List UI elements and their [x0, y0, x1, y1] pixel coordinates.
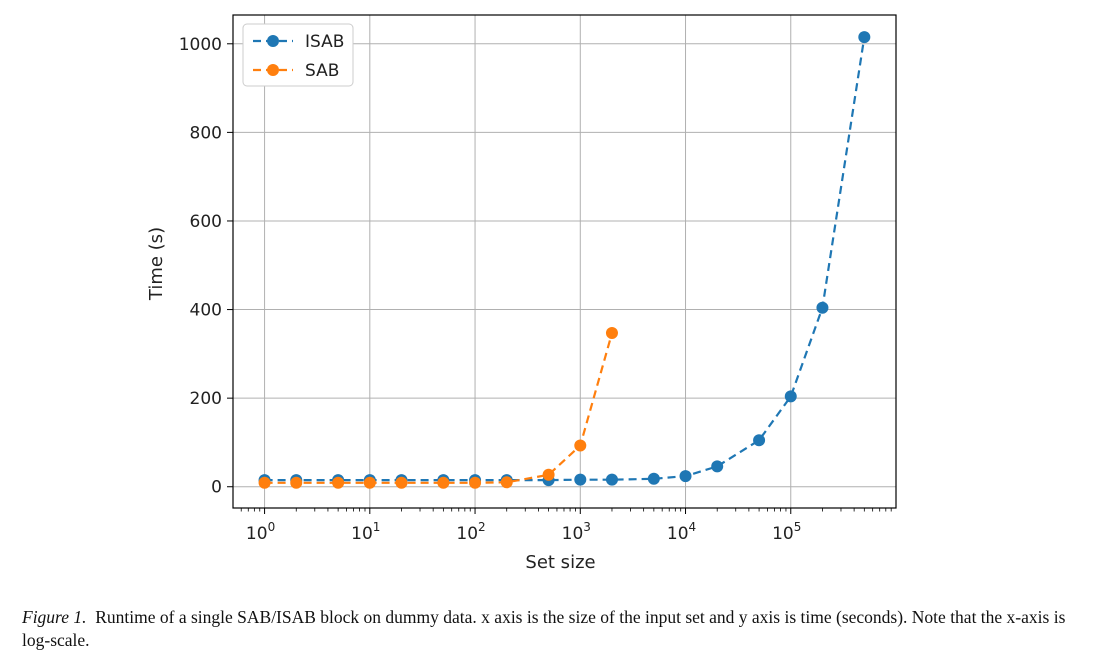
x-tick-label: 105 [772, 520, 801, 544]
y-tick-label: 600 [190, 212, 222, 232]
series-line-sab [264, 332, 614, 484]
legend-label-sab: SAB [305, 61, 339, 81]
y-tick-label: 0 [211, 478, 222, 498]
legend-marker-isab [267, 35, 279, 47]
data-point-isab [784, 390, 797, 403]
plot-frame [232, 14, 897, 509]
data-point-isab [816, 301, 829, 314]
y-tick-label: 200 [190, 389, 222, 409]
data-point-sab [437, 476, 450, 489]
series-layer [258, 31, 871, 489]
data-point-isab [574, 473, 587, 486]
data-point-sab [500, 476, 513, 489]
x-tick-label: 100 [246, 520, 275, 544]
data-point-sab [363, 476, 376, 489]
x-axis-label: Set size [525, 552, 595, 573]
y-tick-label: 400 [190, 301, 222, 321]
data-point-sab [574, 439, 587, 452]
y-axis-label: Time (s) [146, 227, 167, 301]
figure-caption: Figure 1. Runtime of a single SAB/ISAB b… [22, 606, 1097, 652]
legend: ISAB SAB [242, 23, 354, 87]
x-tick-label: 103 [562, 520, 591, 544]
y-tick-label: 800 [190, 123, 222, 143]
chart-background [0, 0, 1104, 600]
data-point-sab [332, 476, 345, 489]
data-point-sab [469, 476, 482, 489]
caption-text: Runtime of a single SAB/ISAB block on du… [22, 607, 1066, 650]
data-point-isab [605, 473, 618, 486]
y-tick-label: 1000 [179, 35, 222, 55]
x-tick-label: 101 [351, 520, 380, 544]
data-point-isab [753, 434, 766, 447]
data-point-isab [679, 470, 692, 483]
data-point-sab [542, 468, 555, 481]
data-point-isab [858, 31, 871, 44]
x-tick-label: 104 [667, 520, 696, 544]
data-point-sab [258, 476, 271, 489]
caption-label: Figure 1. [22, 607, 87, 627]
axis-ticks: 0 200 400 600 800 1000 100 101 102 103 104 105 [179, 35, 892, 544]
legend-marker-sab [267, 64, 279, 76]
data-point-isab [711, 460, 724, 473]
data-point-sab [395, 476, 408, 489]
series-line-isab [264, 36, 866, 482]
runtime-chart: 0 200 400 600 800 1000 100 101 102 103 104 105 Set … [0, 0, 1104, 600]
x-tick-label: 102 [456, 520, 485, 544]
data-point-sab [605, 327, 618, 340]
grid [233, 15, 896, 508]
data-point-sab [290, 476, 303, 489]
legend-label-isab: ISAB [305, 32, 344, 52]
data-point-isab [647, 472, 660, 485]
